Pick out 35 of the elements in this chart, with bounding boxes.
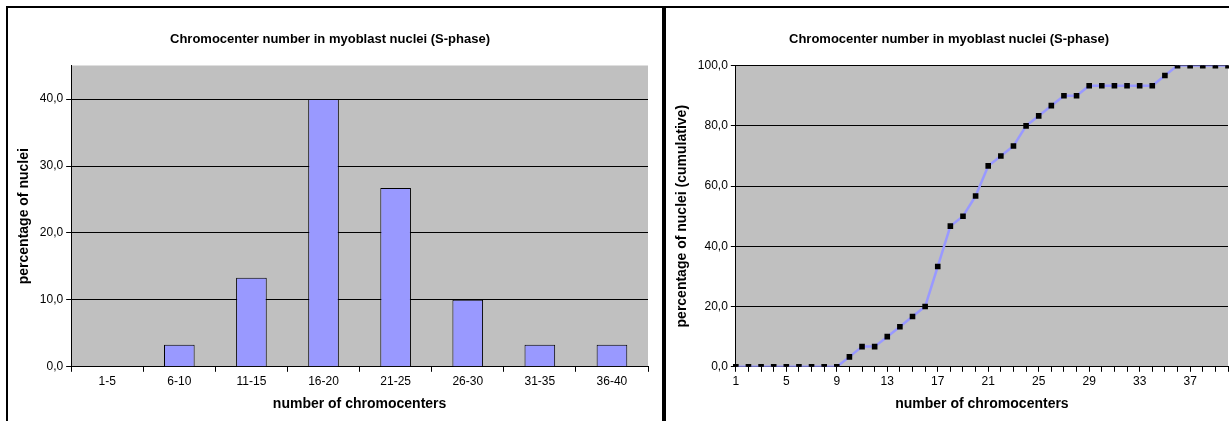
x-tick-label: 21	[981, 374, 996, 389]
x-tick-label: 21-25	[380, 374, 412, 389]
x-tick-label: 5	[782, 374, 790, 389]
y-tick-label: 40,0	[704, 238, 729, 253]
x-tick-label: 1-5	[98, 374, 117, 389]
chart-title: Chromocenter number in myoblast nuclei (S-phase)	[170, 31, 490, 47]
y-tick-label: 20,0	[39, 225, 64, 240]
y-axis-title: percentage of nuclei (cumulative)	[673, 104, 690, 328]
y-tick-label: 100,0	[697, 57, 729, 72]
x-axis-title: number of chromocenters	[895, 395, 1069, 412]
x-tick-label: 16-20	[308, 374, 340, 389]
x-tick-label: 26-30	[452, 374, 484, 389]
x-tick-label: 36-40	[596, 374, 628, 389]
y-tick-label: 10,0	[39, 292, 64, 307]
y-tick-label: 0,0	[46, 359, 64, 374]
x-tick-label: 11-15	[236, 374, 267, 389]
chart-title: Chromocenter number in myoblast nuclei (S-phase)	[789, 31, 1109, 47]
x-tick-label: 25	[1032, 374, 1046, 389]
x-tick-label: 9	[833, 374, 841, 389]
y-tick-label: 20,0	[704, 298, 729, 313]
y-tick-label: 40,0	[39, 91, 64, 106]
x-tick-label: 31-35	[524, 374, 556, 389]
x-tick-label: 29	[1082, 374, 1097, 389]
x-tick-label: 6-10	[167, 374, 192, 389]
x-tick-label: 13	[880, 374, 895, 389]
y-axis-title: percentage of nuclei	[15, 148, 32, 285]
y-tick-label: 80,0	[704, 118, 729, 133]
x-tick-label: 33	[1132, 374, 1147, 389]
x-tick-label: 1	[732, 374, 740, 389]
x-axis-title: number of chromocenters	[272, 395, 447, 412]
y-tick-label: 30,0	[39, 158, 64, 173]
y-tick-label: 60,0	[704, 178, 729, 193]
x-tick-label: 17	[931, 374, 945, 389]
x-tick-label: 37	[1183, 374, 1198, 389]
y-tick-label: 0,0	[711, 359, 729, 374]
